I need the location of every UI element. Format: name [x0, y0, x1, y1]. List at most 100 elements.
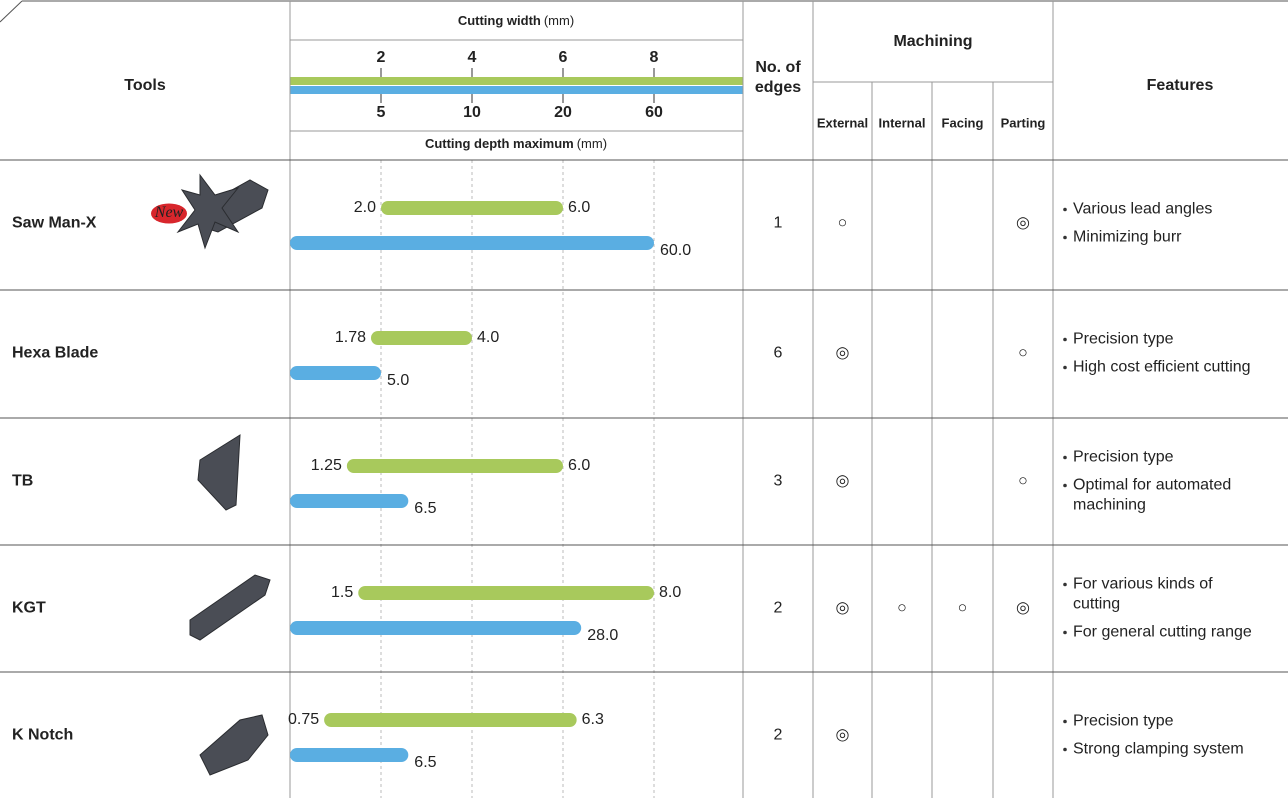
- width-bar: [324, 713, 577, 727]
- bullet: [1063, 747, 1067, 752]
- depth-label: 28.0: [587, 627, 618, 644]
- depth-bar: [290, 494, 409, 508]
- width-tick-label: 4: [468, 49, 477, 66]
- width-max-label: 6.0: [568, 199, 590, 216]
- machining-type: Parting: [1001, 115, 1046, 130]
- header-features: Features: [1147, 77, 1214, 94]
- width-min-label: 2.0: [354, 199, 376, 216]
- machining-type: External: [817, 115, 868, 130]
- width-bar: [381, 201, 563, 215]
- width-bar: [358, 586, 654, 600]
- width-max-label: 6.0: [568, 457, 590, 474]
- new-badge-text: New: [154, 204, 184, 221]
- feature-text: Minimizing burr: [1073, 229, 1182, 246]
- width-min-label: 1.25: [311, 457, 342, 474]
- machining-mark: ○: [897, 600, 907, 617]
- width-max-label: 6.3: [582, 711, 604, 728]
- depth-label: 6.5: [414, 754, 436, 771]
- corner-diagonal: [0, 0, 23, 23]
- depth-band: [290, 86, 743, 94]
- feature-text: Precision type: [1073, 331, 1174, 348]
- bullet: [1063, 719, 1067, 724]
- depth-bar: [290, 748, 409, 762]
- width-unit: (mm): [544, 13, 574, 28]
- machining-mark: ◎: [836, 473, 850, 490]
- width-max-label: 8.0: [659, 584, 681, 601]
- width-min-label: 1.78: [335, 329, 366, 346]
- tool-image: [199, 714, 269, 776]
- tool-name: K Notch: [12, 727, 73, 744]
- edges-value: 2: [774, 600, 783, 617]
- feature-text: For various kinds of: [1073, 576, 1213, 593]
- width-min-label: 1.5: [331, 584, 353, 601]
- depth-label: 5.0: [387, 372, 409, 389]
- width-tick-label: 2: [377, 49, 386, 66]
- edges-value: 3: [774, 473, 783, 490]
- feature-text: Strong clamping system: [1073, 741, 1244, 758]
- depth-bar: [290, 366, 381, 380]
- width-band: [290, 77, 743, 85]
- header-machining: Machining: [893, 33, 972, 50]
- edges-value: 1: [774, 215, 783, 232]
- feature-text: For general cutting range: [1073, 624, 1252, 641]
- header-tools: Tools: [124, 77, 166, 94]
- edges-value: 6: [774, 345, 783, 362]
- depth-bar: [290, 236, 654, 250]
- feature-text: Precision type: [1073, 713, 1174, 730]
- machining-mark: ◎: [836, 727, 850, 744]
- width-bar: [370, 331, 472, 345]
- depth-bar: [290, 621, 582, 635]
- width-max-label: 4.0: [477, 329, 499, 346]
- tool-name: Hexa Blade: [12, 345, 98, 362]
- width-title: Cutting width (mm): [458, 13, 574, 28]
- bullet: [1063, 337, 1067, 342]
- depth-tick-label: 5: [377, 104, 386, 121]
- depth-unit: (mm): [577, 136, 607, 151]
- machining-mark: ◎: [836, 600, 850, 617]
- depth-tick-label: 10: [463, 104, 481, 121]
- width-min-label: 0.75: [288, 711, 319, 728]
- depth-tick-label: 60: [645, 104, 663, 121]
- feature-text: machining: [1073, 497, 1146, 514]
- edges-value: 2: [774, 727, 783, 744]
- feature-text: Precision type: [1073, 449, 1174, 466]
- machining-mark: ◎: [836, 345, 850, 362]
- bullet: [1063, 582, 1067, 587]
- tool-image: [197, 434, 241, 511]
- width-tick-label: 8: [650, 49, 659, 66]
- tool-image: [176, 173, 240, 250]
- tool-name: Saw Man-X: [12, 215, 97, 232]
- bullet: [1063, 235, 1067, 240]
- machining-type: Internal: [879, 115, 926, 130]
- bullet: [1063, 365, 1067, 370]
- bullet: [1063, 455, 1067, 460]
- machining-mark: ○: [838, 215, 848, 232]
- depth-title: Cutting depth maximum (mm): [425, 136, 607, 151]
- machining-mark: ○: [1018, 345, 1028, 362]
- bullet: [1063, 207, 1067, 212]
- depth-label: 6.5: [414, 500, 436, 517]
- header-edges: edges: [755, 79, 801, 96]
- machining-mark: ◎: [1016, 215, 1030, 232]
- depth-title-text: Cutting depth maximum: [425, 136, 574, 151]
- machining-type: Facing: [942, 115, 984, 130]
- machining-mark: ◎: [1016, 600, 1030, 617]
- bullet: [1063, 483, 1067, 488]
- header-edges: No. of: [755, 59, 801, 76]
- bullet: [1063, 630, 1067, 635]
- machining-mark: ○: [1018, 473, 1028, 490]
- feature-text: High cost efficient cutting: [1073, 359, 1251, 376]
- machining-mark: ○: [958, 600, 968, 617]
- feature-text: Various lead angles: [1073, 201, 1212, 218]
- depth-tick-label: 20: [554, 104, 572, 121]
- width-tick-label: 6: [559, 49, 568, 66]
- tool-image: [189, 574, 271, 641]
- feature-text: cutting: [1073, 596, 1120, 613]
- new-badge: [151, 203, 187, 224]
- width-bar: [346, 459, 563, 473]
- tool-name: KGT: [12, 600, 46, 617]
- feature-text: Optimal for automated: [1073, 477, 1231, 494]
- tool-name: TB: [12, 473, 33, 490]
- width-title-text: Cutting width: [458, 13, 541, 28]
